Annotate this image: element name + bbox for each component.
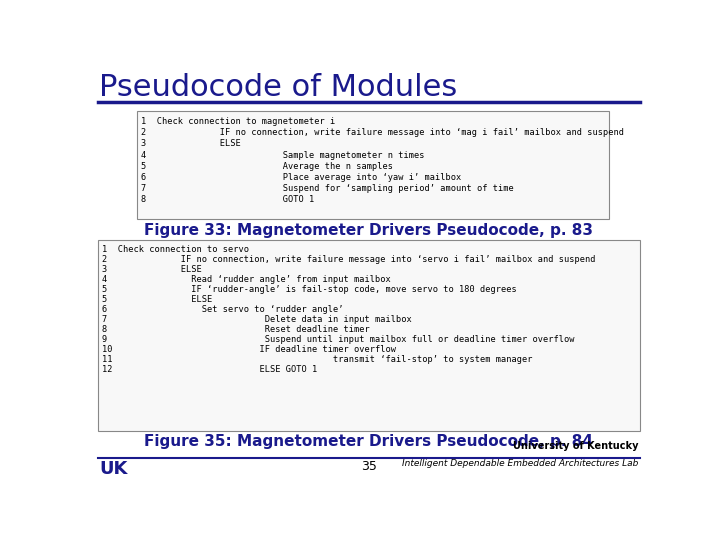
Text: 3              ELSE: 3 ELSE	[102, 265, 202, 274]
Text: 5                          Average the n samples: 5 Average the n samples	[141, 162, 393, 171]
Text: 8                          GOTO 1: 8 GOTO 1	[141, 195, 315, 204]
FancyBboxPatch shape	[98, 240, 640, 430]
Text: Pseudocode of Modules: Pseudocode of Modules	[99, 72, 457, 102]
Text: 10                            IF deadline timer overflow: 10 IF deadline timer overflow	[102, 345, 397, 354]
Text: 6                          Place average into ‘yaw i’ mailbox: 6 Place average into ‘yaw i’ mailbox	[141, 173, 462, 182]
Text: 11                                          transmit ‘fail-stop’ to system manag: 11 transmit ‘fail-stop’ to system manag	[102, 355, 533, 364]
FancyBboxPatch shape	[137, 111, 609, 219]
Text: 2              IF no connection, write failure message into ‘mag i fail’ mailbox: 2 IF no connection, write failure messag…	[141, 129, 624, 137]
Text: 8                              Reset deadline timer: 8 Reset deadline timer	[102, 325, 370, 334]
Text: 2              IF no connection, write failure message into ‘servo i fail’ mailb: 2 IF no connection, write failure messag…	[102, 255, 596, 264]
Text: Figure 33: Magnetometer Drivers Pseudocode, p. 83: Figure 33: Magnetometer Drivers Pseudoco…	[145, 222, 593, 238]
Text: 3              ELSE: 3 ELSE	[141, 139, 241, 148]
Text: 4                Read ‘rudder angle’ from input mailbox: 4 Read ‘rudder angle’ from input mailbox	[102, 275, 391, 284]
Text: 5                ELSE: 5 ELSE	[102, 295, 212, 304]
Text: 6                  Set servo to ‘rudder angle’: 6 Set servo to ‘rudder angle’	[102, 305, 344, 314]
Text: 12                            ELSE GOTO 1: 12 ELSE GOTO 1	[102, 365, 318, 374]
Text: Figure 35: Magnetometer Drivers Pseudocode, p. 84: Figure 35: Magnetometer Drivers Pseudoco…	[145, 434, 593, 449]
Text: 4                          Sample magnetometer n times: 4 Sample magnetometer n times	[141, 151, 425, 160]
Text: UK: UK	[99, 460, 127, 478]
Text: 9                              Suspend until input mailbox full or deadline time: 9 Suspend until input mailbox full or de…	[102, 335, 575, 344]
Text: 7                          Suspend for ‘sampling period’ amount of time: 7 Suspend for ‘sampling period’ amount o…	[141, 184, 514, 193]
Text: University of Kentucky: University of Kentucky	[513, 441, 639, 451]
Text: 7                              Delete data in input mailbox: 7 Delete data in input mailbox	[102, 315, 412, 324]
Text: 1  Check connection to magnetometer i: 1 Check connection to magnetometer i	[141, 117, 336, 126]
Text: 5                IF ‘rudder-angle’ is fail-stop code, move servo to 180 degrees: 5 IF ‘rudder-angle’ is fail-stop code, m…	[102, 285, 517, 294]
Text: Intelligent Dependable Embedded Architectures Lab: Intelligent Dependable Embedded Architec…	[402, 459, 639, 468]
Text: 1  Check connection to servo: 1 Check connection to servo	[102, 245, 249, 254]
Text: 35: 35	[361, 460, 377, 473]
